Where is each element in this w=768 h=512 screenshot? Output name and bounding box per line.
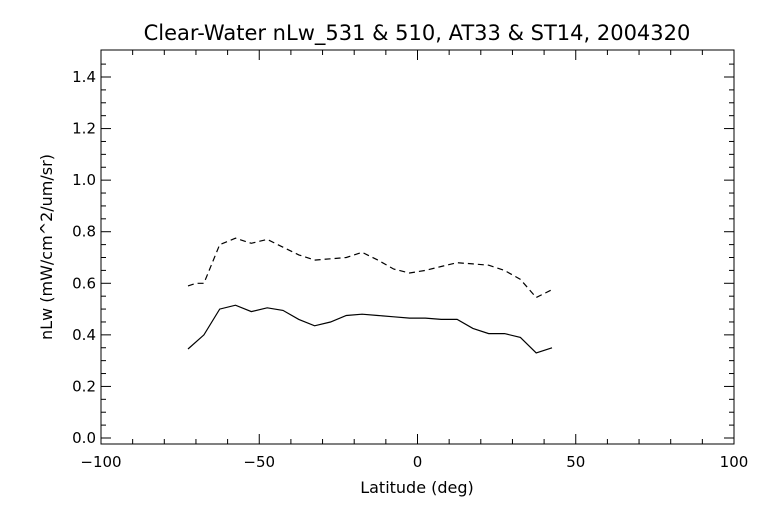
y-tick-label: 0.4 [72,326,96,344]
series-lines [187,237,553,354]
y-tick-label: 1.0 [72,171,96,189]
x-axis-label: Latitude (deg) [360,478,474,497]
y-tick-label: 1.2 [72,120,96,138]
y-tick-label: 0.6 [72,274,96,292]
x-tick-label: 0 [413,453,423,471]
plot-frame [100,49,735,445]
y-tick-label: 0.2 [72,377,96,395]
series-line-solid [187,304,553,354]
x-tick-label: 50 [566,453,585,471]
y-tick-label: 0.0 [72,429,96,447]
x-tick-label: −100 [80,453,121,471]
axis-ticks [100,50,735,444]
y-tick-label: 0.8 [72,223,96,241]
x-tick-label: 100 [720,453,749,471]
y-axis-label: nLw (mW/cm^2/um/sr) [37,154,56,340]
y-tick-label: 1.4 [72,68,96,86]
axis-tick-labels: −100 −50 0 50 100 0.0 0.2 0.4 0.6 0.8 1.0 1.2 1.4 [72,68,748,471]
x-tick-label: −50 [243,453,275,471]
series-line-dashed [187,237,553,299]
chart-title: Clear-Water nLw_531 & 510, AT33 & ST14, … [144,21,691,46]
